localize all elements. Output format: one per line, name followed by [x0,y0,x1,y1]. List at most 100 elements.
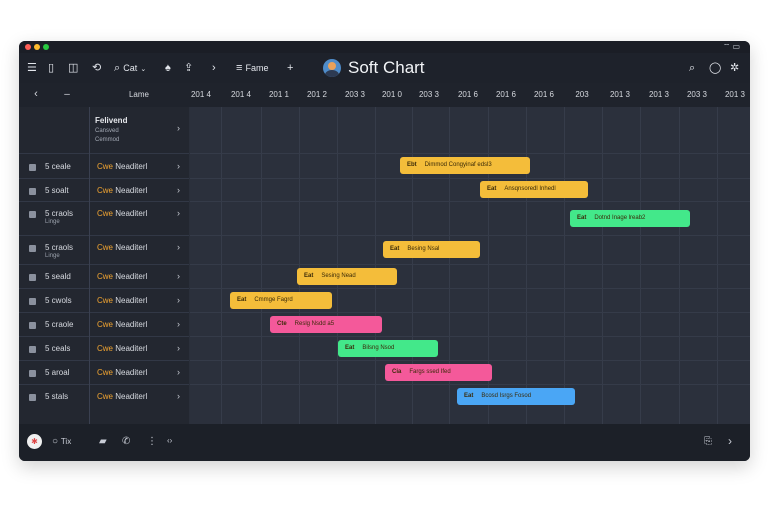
search-icon[interactable]: ⌕ [689,62,696,74]
task-bar[interactable]: Eat Besing Nsal [383,241,480,258]
chevron-right-icon[interactable]: › [177,343,180,353]
task-bar[interactable]: Eat Bilsng Nsod [338,340,438,357]
menu-icon[interactable]: ☰ [27,62,37,74]
date-column-header[interactable]: 201 6 [457,90,479,99]
row-label-accent: Cwe [97,320,114,329]
close-icon[interactable] [25,44,31,50]
group-header[interactable]: Felivend Cansved Cemmod › [19,107,189,153]
task-row[interactable]: 5 ceals Cwe Neaditerl › [19,336,189,361]
date-column-header[interactable]: 203 3 [344,90,366,99]
chevron-right-icon[interactable]: › [177,271,180,281]
more-icon[interactable]: ⋮ [147,436,157,447]
book-icon[interactable]: ◫ [68,62,79,74]
battery-icon: ▭ [732,42,742,51]
minimize-icon[interactable] [34,44,40,50]
chevron-right-icon[interactable]: › [177,295,180,305]
row-subtitle: Linge [45,253,60,259]
refresh-icon[interactable]: ⟲ [92,62,102,74]
date-column-header[interactable]: 201 6 [495,90,517,99]
task-row[interactable]: 5 cwols Cwe Neaditerl › [19,288,189,313]
date-column-header[interactable]: 203 3 [418,90,440,99]
row-label-accent: Cwe [97,368,114,377]
row-name: 5 craole [45,320,74,329]
date-column-header[interactable]: 201 6 [533,90,555,99]
code-icon[interactable]: ‹› [167,436,173,445]
chevron-down-icon: ⌄ [140,66,147,73]
row-type-icon [29,394,36,401]
task-bar[interactable]: Cte Reslg Nsdd a5 [270,316,382,333]
date-column-header[interactable]: 201 4 [190,90,212,99]
chevron-right-icon[interactable]: › [212,62,216,74]
date-column-header[interactable]: 201 2 [306,90,328,99]
row-label: Cwe Neaditerl [97,320,147,329]
task-row[interactable]: 5 craols Linge Cwe Neaditerl › [19,201,189,236]
add-icon[interactable]: + [287,62,294,74]
page-icon[interactable]: ▯ [48,62,55,74]
task-tag: Eat [577,215,587,221]
maximize-icon[interactable] [43,44,49,50]
task-row[interactable]: 5 soalt Cwe Neaditerl › [19,178,189,202]
task-row[interactable]: 5 seald Cwe Neaditerl › [19,264,189,289]
grid-vline [337,107,338,424]
grid-vline [602,107,603,424]
grid-vline [679,107,680,424]
chevron-right-icon[interactable]: › [177,208,180,218]
chevron-right-icon[interactable]: › [177,391,180,401]
row-label: Cwe Neaditerl [97,344,147,353]
date-column-header[interactable]: 201 3 [648,90,670,99]
circle-icon[interactable]: ◯ [709,62,722,74]
user-icon[interactable]: ✱ [27,434,42,449]
task-bar[interactable]: Eat Cmmge Fagrd [230,292,332,309]
filter-icon: ≡ [236,62,243,74]
task-bar[interactable]: Cia Fargs ssed Ifed [385,364,492,381]
task-bar[interactable]: Eat Ansqnsoredl Inhedl [480,181,588,198]
grid-hline [190,288,750,289]
date-column-header[interactable]: 201 3 [609,90,631,99]
task-tag: Eat [390,246,400,252]
task-bar[interactable]: Ebt Dimmod Congyinaf edsl3 [400,157,530,174]
bell-icon[interactable]: ♠ [165,62,171,74]
app-title: Soft Chart [348,58,425,77]
chevron-right-icon[interactable]: › [177,242,180,252]
task-row[interactable]: 5 craols Linge Cwe Neaditerl › [19,235,189,265]
date-column-header[interactable]: 201 1 [268,90,290,99]
folder-icon[interactable]: ▰ [99,436,107,447]
task-tag: Eat [487,186,497,192]
task-row[interactable]: 5 aroal Cwe Neaditerl › [19,360,189,385]
grid-vline [412,107,413,424]
share-icon[interactable]: ⇪ [184,62,194,74]
date-column-header[interactable]: 201 3 [724,90,746,99]
filter-menu[interactable]: ≡ Fame [236,60,269,76]
task-row[interactable]: 5 ceale Cwe Neaditerl › [19,153,189,179]
next-icon[interactable]: › [728,434,732,448]
chevron-right-icon[interactable]: › [177,319,180,329]
grid-hline [190,153,750,154]
task-tag: Cia [392,369,402,375]
task-bar[interactable]: Eat Bcosd Isrgs Fosod [457,388,575,405]
task-row[interactable]: 5 stals Cwe Neaditerl › [19,384,189,409]
prev-icon[interactable]: ‹ [34,88,38,100]
phone-icon[interactable]: ✆ [122,436,131,447]
task-row[interactable]: 5 craole Cwe Neaditerl › [19,312,189,337]
collapse-icon[interactable]: – [64,89,70,100]
date-column-header[interactable]: 201 4 [230,90,252,99]
chevron-right-icon[interactable]: › [177,123,180,133]
brand-logo-icon [323,59,341,77]
row-type-icon [29,188,36,195]
search-menu[interactable]: ⌕ Cat ⌄ [114,60,146,76]
label-column-header[interactable]: Lame [128,90,149,99]
task-bar[interactable]: Eat Sesing Nead [297,268,397,285]
date-column-header[interactable]: 203 3 [686,90,708,99]
row-type-icon [29,298,36,305]
chevron-right-icon[interactable]: › [177,161,180,171]
chevron-right-icon[interactable]: › [177,185,180,195]
status-toggle[interactable]: ○ Tix [52,436,71,447]
export-icon[interactable]: ⎘ [704,436,712,447]
row-label-accent: Cwe [97,296,114,305]
footer-bar: ✱ ○ Tix ▰ ✆ ⋮ ‹› ⎘ › [19,424,750,461]
date-column-header[interactable]: 201 0 [381,90,403,99]
date-column-header[interactable]: 203 [575,90,589,99]
task-bar[interactable]: Eat Dotnd Inage lreab2 [570,210,690,227]
chevron-right-icon[interactable]: › [177,367,180,377]
settings-icon[interactable]: ✲ [730,62,740,74]
